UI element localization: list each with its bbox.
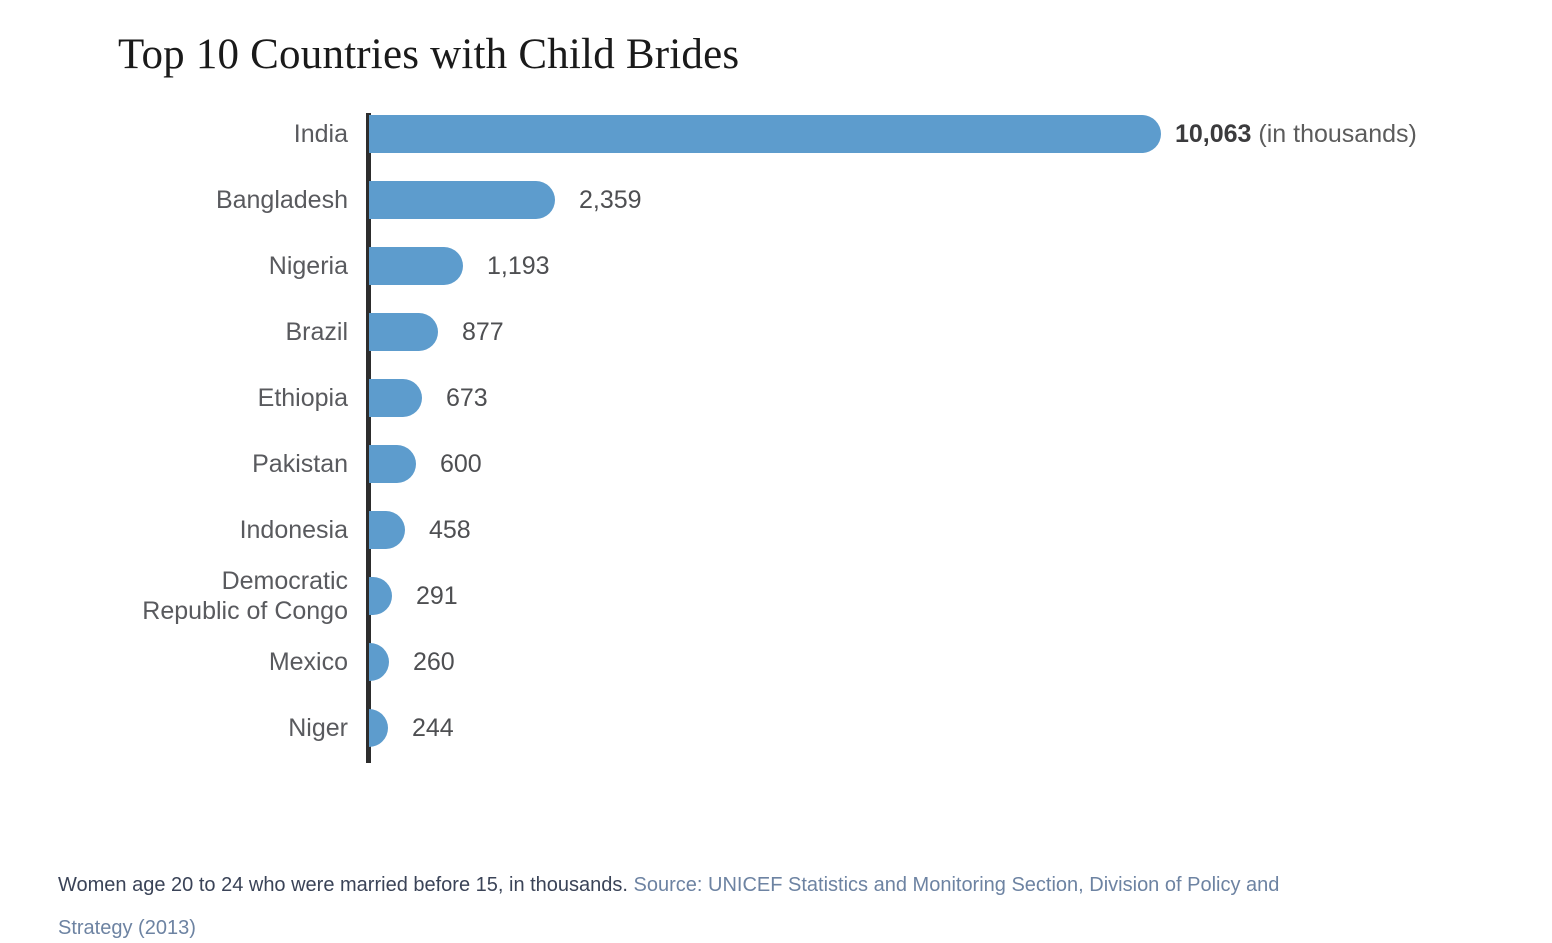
- chart-title: Top 10 Countries with Child Brides: [118, 31, 740, 78]
- caption-source-text-2[interactable]: Strategy (2013): [58, 917, 196, 939]
- bar: [369, 313, 438, 351]
- bar: [369, 247, 463, 285]
- category-label: Mexico: [268, 648, 348, 676]
- value-label: 600: [440, 450, 482, 478]
- value-label: 673: [446, 384, 488, 412]
- value-label: 1,193: [487, 252, 550, 280]
- y-axis-line: [366, 113, 371, 763]
- caption-source-text[interactable]: Source: UNICEF Statistics and Monitoring…: [633, 874, 1280, 896]
- value-label: 458: [429, 516, 471, 544]
- bar: [369, 445, 416, 483]
- caption-line-2: Strategy (2013): [58, 907, 1478, 943]
- bar: [369, 181, 555, 219]
- bar: [369, 379, 422, 417]
- bar: [369, 643, 389, 681]
- category-label: Democratic Republic of Congo: [142, 567, 348, 625]
- bar: [369, 511, 405, 549]
- value-label: 244: [412, 714, 454, 742]
- value-label: 291: [416, 582, 458, 610]
- bar: [369, 577, 392, 615]
- value-label: 260: [413, 648, 455, 676]
- bar-chart: India 10,063 (in thousands) Bangladesh 2,35…: [0, 102, 1552, 782]
- category-label: Brazil: [285, 318, 348, 346]
- category-label: Niger: [288, 714, 348, 742]
- caption-description: Women age 20 to 24 who were married befo…: [58, 874, 628, 896]
- bar: [369, 115, 1161, 153]
- value-label: 877: [462, 318, 504, 346]
- value-label: 2,359: [579, 186, 642, 214]
- caption-line-1: Women age 20 to 24 who were married befo…: [58, 864, 1478, 907]
- caption: Women age 20 to 24 who were married befo…: [58, 864, 1478, 943]
- category-label: Bangladesh: [215, 186, 348, 214]
- category-label: Indonesia: [239, 516, 348, 544]
- category-label: Pakistan: [252, 450, 348, 478]
- category-label: Ethiopia: [257, 384, 348, 412]
- bar: [369, 709, 388, 747]
- category-label: India: [293, 120, 348, 148]
- category-label: Nigeria: [268, 252, 348, 280]
- value-label: 10,063 (in thousands): [1175, 120, 1417, 148]
